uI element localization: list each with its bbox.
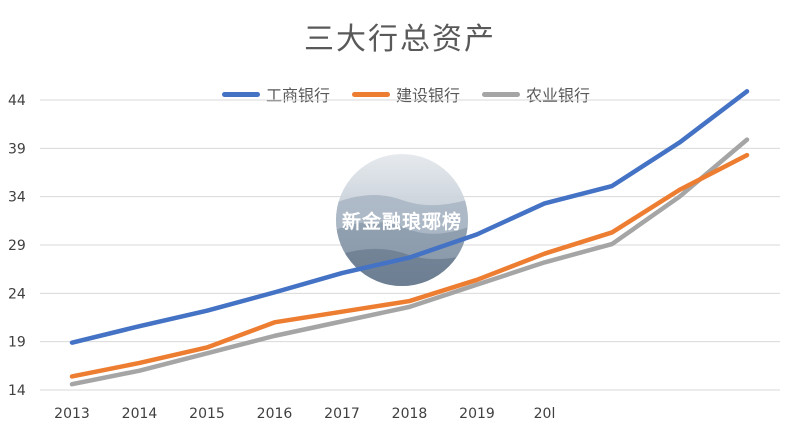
x-tick-label: 2015 [189,406,225,422]
series-line-icbc [69,89,750,345]
y-tick-label: 29 [8,238,26,254]
x-tick-label: 2019 [459,406,495,422]
y-tick-label: 14 [8,383,26,399]
series-line-ccb [69,152,750,379]
watermark-wave [336,248,468,286]
y-axis-ticks: 14 19 24 29 34 39 44 [8,93,26,399]
legend-swatch-ccb [352,91,391,97]
y-tick-label: 24 [8,286,26,302]
watermark-text: 新金融琅琊榜 [342,210,462,233]
watermark: 新金融琅琊榜 [336,154,468,286]
x-tick-label: 2016 [257,406,293,422]
series-lines [69,89,750,387]
legend-swatch-abc [482,91,521,97]
y-tick-label: 44 [8,93,26,109]
x-tick-label: 2018 [392,406,428,422]
x-tick-label: 2013 [54,406,90,422]
legend-swatch-icbc [222,91,260,97]
y-tick-label: 39 [8,141,26,157]
x-tick-label: 2017 [324,406,360,422]
chart-title: 三大行总资产 [304,22,496,57]
y-tick-label: 34 [8,190,26,206]
x-tick-label: 20l [534,406,556,422]
y-tick-label: 19 [8,335,26,351]
x-tick-label: 2014 [122,406,158,422]
series-line-abc [69,137,750,387]
x-axis-ticks: 2013 2014 2015 2016 2017 2018 2019 20l [54,406,555,422]
